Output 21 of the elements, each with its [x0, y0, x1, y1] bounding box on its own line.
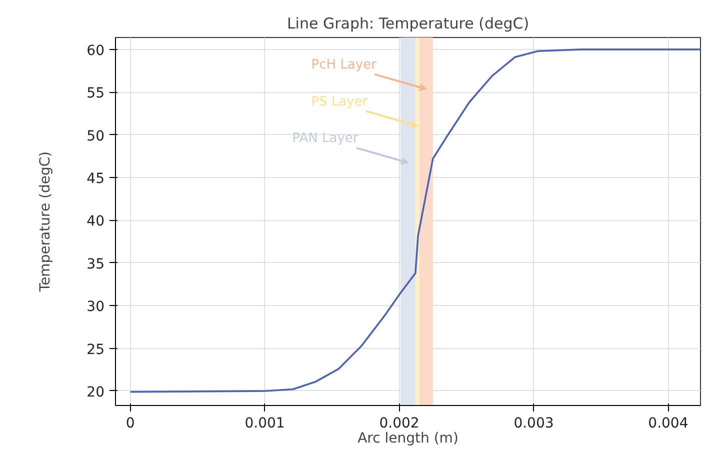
y-tick-label: 40: [86, 214, 105, 230]
y-tick-label: 55: [86, 86, 105, 102]
x-tick-label: 0.001: [244, 416, 285, 432]
y-tick-label: 60: [86, 42, 105, 59]
x-tick-label: 0.002: [379, 416, 420, 432]
x-tick-label: 0.004: [648, 416, 688, 432]
y-tick-label: 35: [86, 256, 105, 272]
x-axis-title: Arc length (m): [358, 430, 458, 446]
line-series: [129, 48, 700, 393]
band-label: PAN Layer: [292, 131, 359, 146]
y-tick-label: 50: [86, 128, 105, 144]
x-tick-label: 0.003: [514, 416, 554, 432]
y-tick-label: 30: [86, 299, 105, 316]
chart-title: Line Graph: Temperature (degC): [286, 14, 530, 32]
band-label: PS Layer: [311, 94, 368, 110]
y-tick-label: 45: [86, 171, 105, 188]
band-label: PcH Layer: [311, 57, 378, 72]
y-axis-title: Temperature (degC): [38, 151, 54, 293]
y-tick-label: 20: [86, 384, 105, 400]
x-tick-label: 0: [126, 416, 135, 432]
y-tick-label: 25: [86, 342, 105, 358]
